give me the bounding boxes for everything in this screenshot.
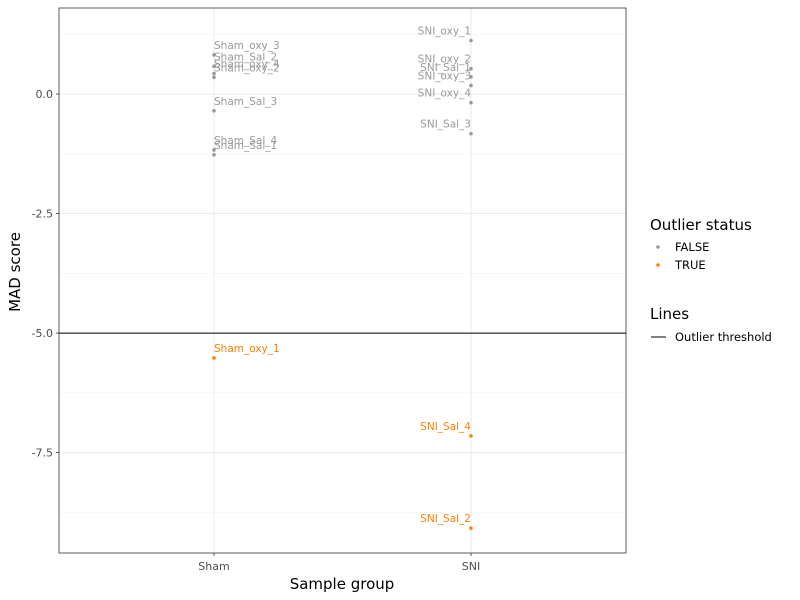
data-point [212,71,216,76]
data-point [212,108,216,113]
x-tick-label: Sham [198,560,229,573]
point-label: Sham_oxy_2 [214,62,280,74]
legend-false-label: FALSE [675,240,709,254]
y-tick-label: 0.0 [36,88,54,101]
legend-lines-title: Lines [650,305,689,323]
point-label: SNI_Sal_1 [420,62,471,74]
point-label: Sham_oxy_4 [214,58,280,70]
data-point [469,75,473,79]
legend-true-swatch [656,263,660,267]
point-label: SNI_oxy_1 [418,26,471,38]
legend-outlier-title: Outlier status [650,216,752,234]
legend-outlier-status: Outlier status FALSE TRUE [650,216,752,272]
data-point [212,148,216,152]
y-tick-label: -2.5 [32,208,53,221]
data-point [212,152,216,157]
legend-threshold-label: Outlier threshold [675,330,772,344]
point-label: SNI_Sal_4 [420,421,471,433]
point-label: Sham_Sal_1 [214,140,277,152]
point-label: Sham_Sal_3 [214,96,277,108]
x-tick-label: SNI [462,560,480,573]
y-axis-ticks: 0.0 -2.5 -5.0 -7.5 [32,88,59,460]
x-axis-title: Sample group [290,575,395,593]
point-label: Sham_oxy_1 [214,343,280,355]
data-point [469,83,473,88]
minor-gridlines [59,33,626,513]
x-axis-ticks: Sham SNI [198,553,480,573]
point-label: SNI_Sal_3 [420,119,471,131]
data-point [212,356,216,360]
legend-lines: Lines Outlier threshold [650,305,772,344]
point-label: SNI_oxy_4 [418,88,472,100]
legend-false-swatch [656,245,660,249]
data-point [469,66,473,71]
y-tick-label: -5.0 [32,327,53,340]
data-point [469,434,473,438]
data-point [469,38,473,43]
data-point [469,131,473,136]
point-label: Sham_oxy_3 [214,40,280,52]
point-label: Sham_Sal_2 [214,51,277,63]
data-point [212,75,216,80]
plot-panel-border [58,7,627,554]
y-tick-label: -7.5 [32,447,53,460]
data-point [469,526,473,530]
data-point [212,64,216,69]
legend-true-label: TRUE [674,258,706,272]
data-point [212,53,216,57]
data-points [212,38,473,530]
major-gridlines [59,8,626,553]
y-axis-title: MAD score [6,232,24,312]
point-label: Sham_Sal_4 [214,135,277,147]
point-label: SNI_Sal_2 [420,513,471,525]
point-label: SNI_oxy_3 [418,70,471,82]
data-point [469,100,473,105]
point-label: SNI_oxy_2 [418,54,471,66]
point-labels: Sham_oxy_3Sham_Sal_2Sham_oxy_4Sham_oxy_2… [214,26,471,526]
